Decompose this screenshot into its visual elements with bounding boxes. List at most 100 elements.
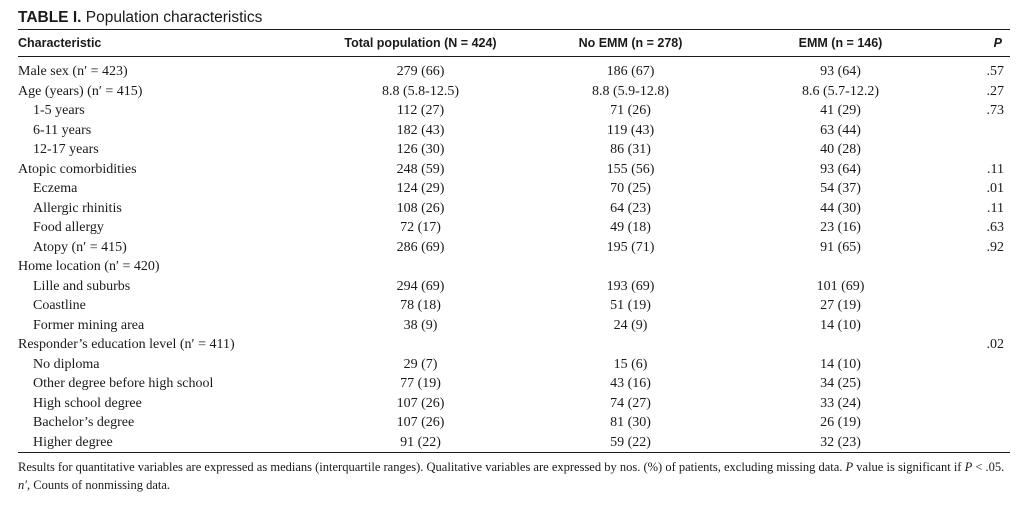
cell-total: 8.8 (5.8-12.5) — [382, 83, 459, 99]
table-row: Bachelor’s degree 107 (26) 81 (30) 26 (19) — [18, 413, 1010, 433]
footnote-text-4: , Counts of nonmissing data. — [26, 478, 171, 492]
cell-characteristic: 1-5 years — [33, 103, 85, 118]
cell-emm: 40 (28) — [820, 142, 861, 157]
top-rule — [18, 29, 1010, 30]
cell-no-emm — [523, 335, 738, 355]
cell-p: .01 — [986, 181, 1005, 196]
cell-emm: 93 (64) — [820, 64, 861, 79]
cell-emm: 26 (19) — [820, 415, 861, 430]
cell-total: 112 (27) — [396, 103, 445, 118]
cell-no-emm: 119 (43) — [606, 122, 655, 138]
table-page: TABLE I. Population characteristics Char… — [18, 0, 1010, 494]
cell-no-emm: 51 (19) — [610, 298, 651, 313]
table-row: Allergic rhinitis 108 (26) 64 (23) 44 (30).… — [18, 199, 1010, 219]
cell-no-emm: 193 (69) — [606, 278, 655, 294]
cell-p — [943, 296, 1010, 316]
table-row: Other degree before high school 77 (19) 43… — [18, 374, 1010, 394]
cell-total: 294 (69) — [396, 278, 445, 294]
cell-no-emm: 86 (31) — [610, 142, 651, 157]
cell-no-emm: 186 (67) — [606, 64, 655, 79]
cell-p — [943, 140, 1010, 160]
footnote-text-3: < .05. — [972, 460, 1005, 474]
table-row: Lille and suburbs 294 (69) 193 (69) 101 (69… — [18, 277, 1010, 297]
cell-characteristic: Atopic comorbidities — [18, 161, 137, 177]
cell-p — [943, 257, 1010, 277]
cell-emm: 34 (25) — [820, 376, 861, 391]
cell-total: 126 (30) — [396, 142, 445, 157]
cell-p — [943, 394, 1010, 414]
table-row: Coastline 78 (18) 51 (19) 27 (19) — [18, 296, 1010, 316]
cell-p: .27 — [986, 83, 1005, 99]
cell-no-emm: 81 (30) — [610, 415, 651, 430]
cell-p: .11 — [987, 161, 1004, 177]
cell-no-emm: 8.8 (5.9-12.8) — [592, 83, 669, 99]
cell-characteristic: Male sex (n′ = 423) — [18, 64, 128, 79]
cell-p — [943, 413, 1010, 433]
table-row: 12-17 years 126 (30) 86 (31) 40 (28) — [18, 140, 1010, 160]
cell-total: 29 (7) — [403, 356, 438, 372]
table-footnote: Results for quantitative variables are e… — [18, 458, 1010, 494]
table-row: Higher degree 91 (22) 59 (22) 32 (23) — [18, 433, 1010, 453]
cell-p: .02 — [986, 337, 1005, 352]
cell-characteristic: Allergic rhinitis — [33, 200, 122, 216]
footnote-text-2: value is significant if — [853, 460, 965, 474]
table-caption: TABLE I. Population characteristics — [18, 7, 1010, 29]
cell-no-emm: 64 (23) — [610, 200, 651, 216]
table-row: Food allergy 72 (17) 49 (18) 23 (16) .63 — [18, 218, 1010, 238]
cell-characteristic: Atopy (n′ = 415) — [33, 239, 127, 255]
table-row: Responder’s education level (n′ = 411) .0… — [18, 335, 1010, 355]
cell-characteristic: Food allergy — [33, 220, 104, 235]
cell-total: 182 (43) — [396, 122, 445, 138]
cell-characteristic: No diploma — [33, 356, 100, 372]
footnote-text-1: Results for quantitative variables are e… — [18, 460, 846, 474]
cell-p: .11 — [987, 200, 1004, 216]
header-row: Characteristic Total population (N = 424… — [18, 30, 1010, 57]
table-row: High school degree 107 (26) 74 (27) 33 (24) — [18, 394, 1010, 414]
cell-no-emm: 15 (6) — [613, 356, 648, 372]
cell-p — [943, 316, 1010, 336]
table-row: No diploma 29 (7) 15 (6) 14 (10) — [18, 355, 1010, 375]
cell-total: 248 (59) — [396, 161, 445, 177]
cell-emm: 44 (30) — [820, 200, 861, 216]
cell-emm: 32 (23) — [820, 434, 861, 450]
cell-p — [943, 277, 1010, 297]
header-emm: EMM (n = 146) — [798, 36, 883, 50]
cell-total: 72 (17) — [400, 220, 441, 235]
cell-emm: 41 (29) — [820, 103, 861, 118]
cell-total: 78 (18) — [400, 298, 441, 313]
cell-no-emm: 43 (16) — [610, 376, 651, 391]
header-total: Total population (N = 424) — [344, 36, 497, 50]
cell-total — [318, 257, 523, 277]
cell-characteristic: Responder’s education level (n′ = 411) — [18, 337, 235, 352]
cell-characteristic: Lille and suburbs — [33, 278, 131, 294]
cell-emm: 27 (19) — [820, 298, 861, 313]
table-number: TABLE I. — [18, 9, 82, 26]
cell-characteristic: Age (years) (n′ = 415) — [18, 83, 143, 99]
cell-total: 108 (26) — [396, 200, 445, 216]
cell-p: .73 — [986, 103, 1005, 118]
table-body: Male sex (n′ = 423) 279 (66) 186 (67) 93 (6… — [18, 57, 1010, 452]
cell-no-emm: 49 (18) — [610, 220, 651, 235]
table-row: Former mining area 38 (9) 24 (9) 14 (10) — [18, 316, 1010, 336]
cell-emm: 23 (16) — [820, 220, 861, 235]
population-table: Characteristic Total population (N = 424… — [18, 30, 1010, 452]
cell-emm: 8.6 (5.7-12.2) — [802, 83, 879, 99]
cell-characteristic: Home location (n′ = 420) — [18, 259, 160, 274]
cell-p — [943, 355, 1010, 375]
cell-total — [318, 335, 523, 355]
cell-total: 38 (9) — [403, 317, 438, 333]
cell-no-emm: 70 (25) — [610, 181, 651, 196]
cell-emm: 14 (10) — [820, 317, 861, 333]
cell-characteristic: Higher degree — [33, 434, 113, 450]
cell-p — [943, 433, 1010, 453]
cell-emm — [738, 257, 943, 277]
table-row: Eczema 124 (29) 70 (25) 54 (37) .01 — [18, 179, 1010, 199]
table-row: Atopy (n′ = 415) 286 (69) 195 (71) 91 (65).… — [18, 238, 1010, 258]
cell-emm: 93 (64) — [820, 161, 861, 177]
cell-emm: 54 (37) — [820, 181, 861, 196]
cell-characteristic: 12-17 years — [33, 142, 99, 157]
cell-emm: 14 (10) — [820, 356, 861, 372]
cell-total: 124 (29) — [396, 181, 445, 196]
cell-characteristic: 6-11 years — [33, 122, 92, 138]
cell-no-emm: 24 (9) — [613, 317, 648, 333]
